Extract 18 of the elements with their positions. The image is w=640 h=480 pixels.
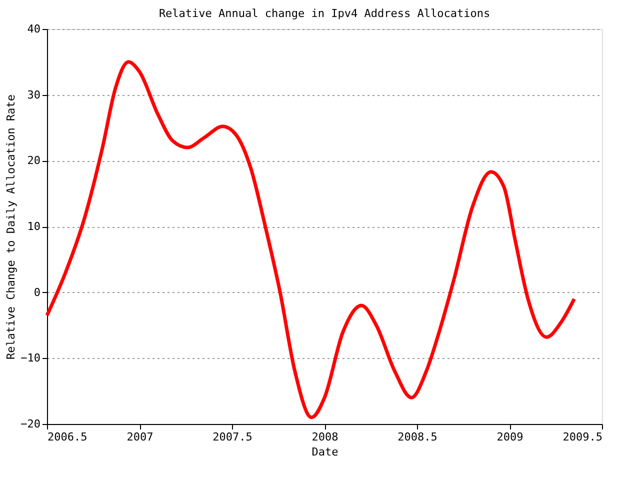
line-series — [45, 60, 576, 420]
x-tick-label: 2009 — [496, 430, 524, 444]
x-tick-label: 2009.5 — [562, 430, 602, 444]
y-tick-label: 0 — [34, 286, 40, 299]
y-tick-label: 40 — [27, 22, 40, 36]
y-tick-label: 20 — [27, 154, 40, 168]
y-tick-label: 30 — [27, 88, 40, 102]
chart-title: Relative Annual change in Ipv4 Address Allocations — [158, 7, 490, 20]
x-tick-label: 2008.5 — [398, 430, 438, 444]
x-axis-title: Date — [312, 446, 338, 458]
y-tick-label: −10 — [20, 352, 40, 365]
x-tick-label: 2007 — [126, 430, 154, 444]
y-tick-label: −20 — [20, 418, 40, 430]
x-tick-label: 2007.5 — [212, 430, 252, 444]
x-tick-label: 2008 — [312, 430, 338, 444]
y-axis-title: Relative Change to Daily Allocation Rate — [4, 94, 18, 360]
x-tick-label: 2006.5 — [48, 430, 88, 444]
y-tick-label: 10 — [27, 220, 40, 233]
